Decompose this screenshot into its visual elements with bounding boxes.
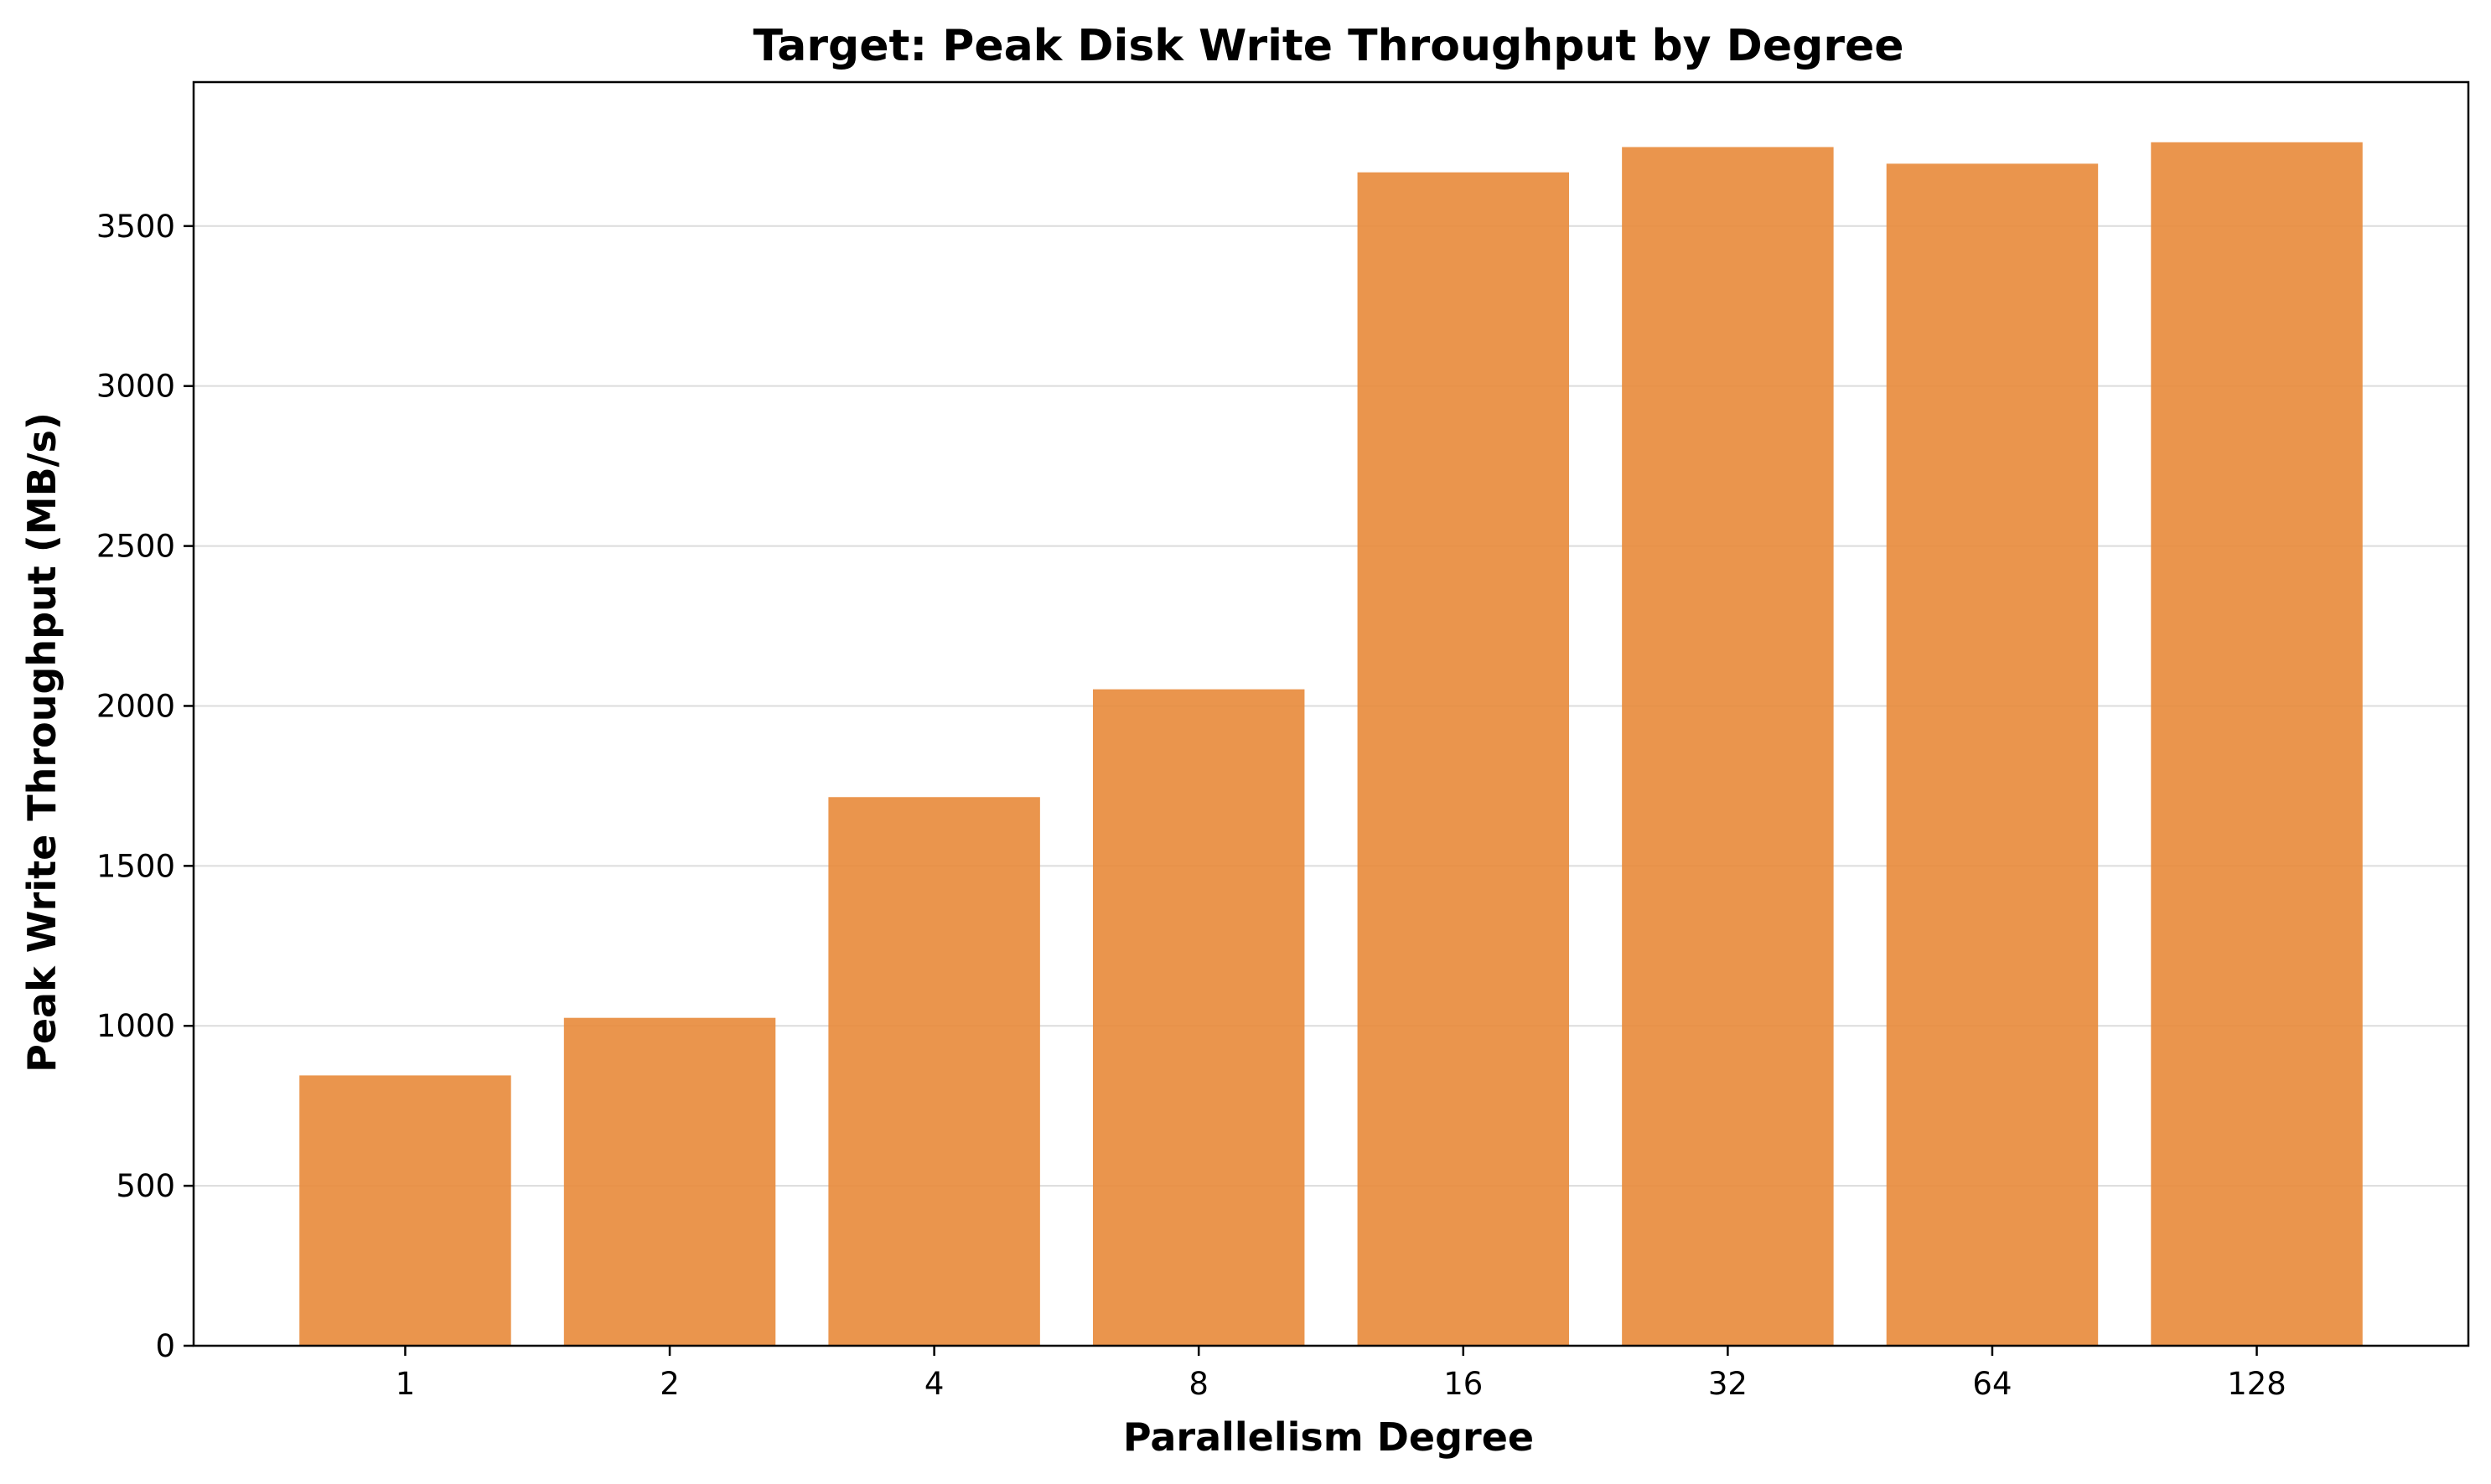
x-tick-label: 32 xyxy=(1708,1366,1748,1402)
bar-16 xyxy=(1357,172,1570,1346)
x-tick-label: 2 xyxy=(660,1366,680,1402)
y-axis-label: Peak Write Throughput (MB/s) xyxy=(19,412,65,1073)
x-tick-label: 64 xyxy=(1972,1366,2012,1402)
y-axis-ticks: 0 500 1000 1500 2000 2500 3000 3500 xyxy=(96,209,194,1364)
bar-4 xyxy=(828,797,1040,1346)
x-tick-label: 16 xyxy=(1443,1366,1483,1402)
y-tick-label: 2500 xyxy=(96,529,175,565)
y-tick-label: 1500 xyxy=(96,848,175,884)
y-tick-label: 0 xyxy=(155,1328,175,1364)
x-axis-ticks: 1 2 4 8 16 32 64 128 xyxy=(396,1346,2286,1402)
bar-1 xyxy=(299,1075,511,1346)
grid-lines xyxy=(194,225,2468,1187)
x-tick-label: 1 xyxy=(396,1366,416,1402)
plot-frame xyxy=(192,80,2470,1347)
x-tick-label: 128 xyxy=(2227,1366,2286,1402)
y-tick-label: 3000 xyxy=(96,369,175,405)
y-tick-label: 3500 xyxy=(96,209,175,245)
bars xyxy=(299,142,2363,1346)
y-tick-label: 1000 xyxy=(96,1008,175,1044)
x-axis-label: Parallelism Degree xyxy=(1123,1414,1534,1460)
chart-title: Target: Peak Disk Write Throughput by De… xyxy=(753,21,1903,71)
y-tick-label: 500 xyxy=(116,1168,175,1204)
bar-32 xyxy=(1622,147,1834,1346)
bar-2 xyxy=(563,1017,776,1346)
bar-64 xyxy=(1886,163,2099,1346)
x-tick-label: 4 xyxy=(924,1366,945,1402)
y-tick-label: 2000 xyxy=(96,688,175,724)
bar-8 xyxy=(1092,689,1305,1346)
bar-128 xyxy=(2151,142,2363,1346)
x-tick-label: 8 xyxy=(1189,1366,1209,1402)
